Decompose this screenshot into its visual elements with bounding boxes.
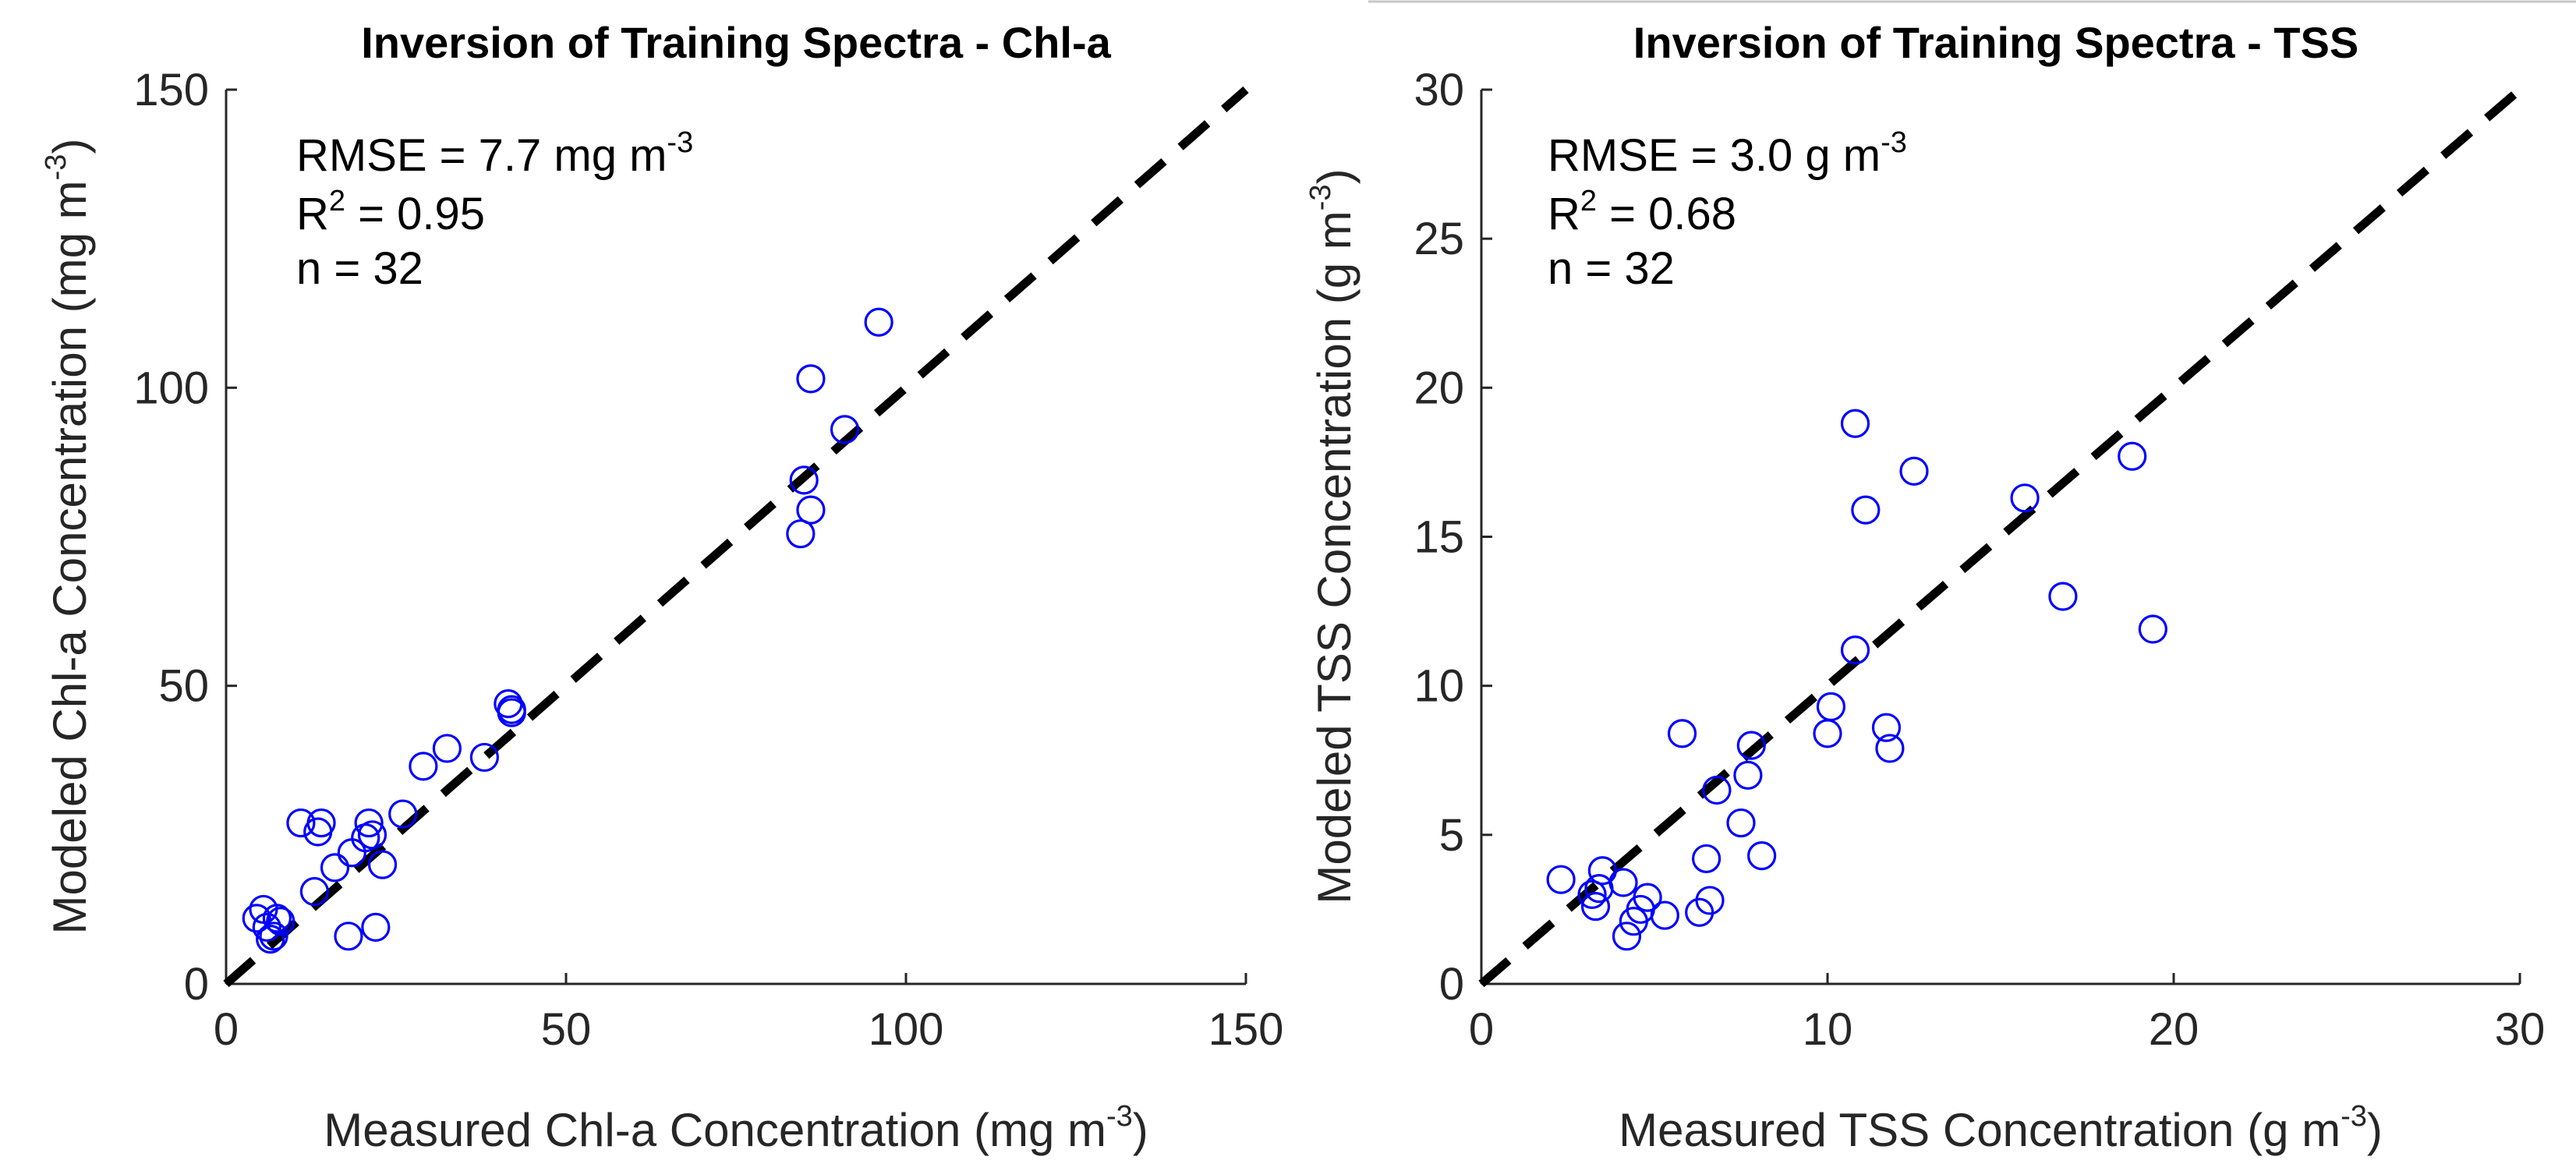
data-point <box>796 364 826 394</box>
plot-area: 0 10 20 30 0 5 10 15 20 25 30 <box>1414 65 2545 1055</box>
x-axis-label: Measured TSS Concentration (g m-3) <box>1619 1100 2383 1156</box>
data-point <box>306 808 336 838</box>
data-point <box>320 853 350 883</box>
data-point <box>259 922 288 951</box>
chart-title: Inversion of Training Spectra - TSS <box>1633 18 2358 67</box>
data-point <box>266 907 295 936</box>
data-point <box>469 742 499 773</box>
y-tick-label: 0 <box>1439 959 1464 1010</box>
data-point <box>256 925 285 954</box>
y-tick-label: 50 <box>158 661 209 712</box>
data-point <box>1650 900 1679 930</box>
y-tick-label: 10 <box>1414 661 1464 712</box>
r2-annotation: R2 = 0.68 <box>1548 185 1736 239</box>
data-point <box>1816 692 1846 722</box>
data-point <box>2048 582 2078 611</box>
data-point <box>286 808 316 838</box>
y-tick-label: 25 <box>1414 214 1464 264</box>
x-tick-label: 50 <box>541 1004 592 1055</box>
y-tick-label: 20 <box>1414 363 1464 413</box>
data-point <box>1702 775 1732 805</box>
data-point <box>796 495 826 525</box>
data-point <box>262 904 292 933</box>
data-point <box>299 876 329 907</box>
data-point <box>786 519 816 549</box>
data-points <box>242 307 893 954</box>
y-ticks: 0 50 100 150 <box>133 65 237 1010</box>
data-point <box>1685 897 1714 927</box>
y-tick-label: 30 <box>1414 65 1464 115</box>
data-point <box>1899 456 1929 486</box>
data-point <box>361 912 391 942</box>
data-point <box>1840 635 1870 665</box>
data-point <box>1612 922 1642 951</box>
data-point <box>830 415 860 444</box>
data-point <box>334 922 363 951</box>
y-ticks: 0 5 10 15 20 25 30 <box>1414 65 1492 1010</box>
data-point <box>2118 441 2147 471</box>
data-point <box>357 820 387 850</box>
data-point <box>497 698 526 727</box>
x-axis-label: Measured Chl-a Concentration (mg m-3) <box>324 1100 1148 1156</box>
rmse-annotation: RMSE = 3.0 g m-3 <box>1548 126 1907 181</box>
y-tick-label: 100 <box>133 363 209 413</box>
data-point <box>388 799 418 829</box>
data-point <box>1695 886 1725 915</box>
plot-area: 0 50 100 150 0 50 100 150 <box>133 65 1283 1055</box>
data-point <box>1851 495 1881 525</box>
y-axis-label: Modeled Chl-a Concentration (mg m-3) <box>40 139 96 935</box>
tss-chart: Inversion of Training Spectra - TSS 0 10 2… <box>1304 18 2545 1156</box>
data-point <box>1875 734 1905 763</box>
data-point <box>1840 409 1870 438</box>
x-tick-label: 150 <box>1208 1004 1284 1055</box>
data-point <box>367 850 398 879</box>
data-point <box>1733 760 1763 790</box>
data-point <box>1736 731 1766 760</box>
data-point <box>1587 856 1617 886</box>
x-ticks: 0 50 100 150 <box>214 973 1284 1055</box>
x-tick-label: 0 <box>1469 1004 1494 1055</box>
data-point <box>1546 865 1576 894</box>
data-point <box>1577 879 1607 909</box>
y-tick-label: 5 <box>1439 810 1464 861</box>
data-point <box>1633 883 1662 912</box>
data-point <box>432 734 462 763</box>
rmse-annotation: RMSE = 7.7 mg m-3 <box>296 126 693 181</box>
data-point <box>409 752 438 781</box>
x-tick-label: 100 <box>869 1004 944 1055</box>
chart-title: Inversion of Training Spectra - Chl-a <box>361 18 1111 67</box>
y-tick-label: 15 <box>1414 512 1464 563</box>
data-point <box>789 465 819 495</box>
data-points <box>1546 409 2167 951</box>
x-tick-label: 0 <box>214 1004 239 1055</box>
x-ticks: 0 10 20 30 <box>1469 973 2545 1055</box>
data-point <box>252 912 281 942</box>
data-point <box>2010 483 2040 513</box>
data-point <box>1608 868 1638 897</box>
data-point <box>242 904 271 933</box>
data-point <box>1692 844 1721 874</box>
data-point <box>1580 891 1611 922</box>
chl-a-chart: Inversion of Training Spectra - Chl-a 0 5… <box>40 18 1283 1156</box>
data-point <box>354 808 384 838</box>
n-annotation: n = 32 <box>296 243 423 294</box>
y-tick-label: 0 <box>184 959 209 1010</box>
x-tick-label: 30 <box>2495 1004 2546 1055</box>
data-point <box>2138 614 2167 644</box>
data-point <box>1667 719 1697 748</box>
y-tick-label: 150 <box>133 65 209 115</box>
data-point <box>1726 808 1756 838</box>
data-point <box>1747 840 1777 871</box>
data-point <box>1871 713 1902 742</box>
x-tick-label: 20 <box>2149 1004 2199 1055</box>
r2-annotation: R2 = 0.95 <box>296 185 485 239</box>
y-axis-label: Modeled TSS Concentration (g m-3) <box>1304 168 1361 904</box>
one-to-one-line <box>223 86 1249 988</box>
x-tick-label: 10 <box>1803 1004 1853 1055</box>
n-annotation: n = 32 <box>1548 243 1675 294</box>
data-point <box>1813 719 1842 748</box>
data-point <box>864 307 893 337</box>
